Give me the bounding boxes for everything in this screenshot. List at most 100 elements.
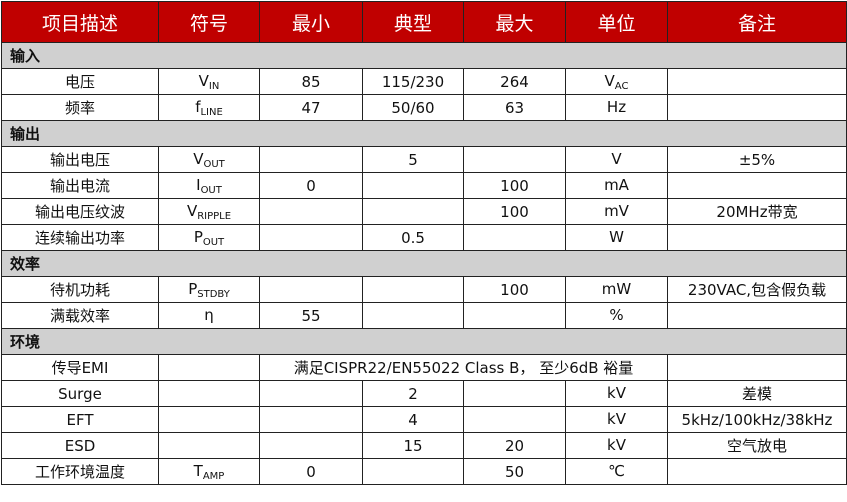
section-row: 环境 — [1, 328, 847, 355]
symbol-cell-subscript: OUT — [203, 158, 225, 170]
typ-cell: 5 — [362, 146, 464, 173]
unit-cell-text: mW — [601, 279, 632, 298]
unit-cell-text: kV — [607, 435, 626, 454]
min-cell — [259, 224, 363, 251]
max-cell: 100 — [463, 276, 566, 303]
min-cell — [259, 380, 363, 407]
note-cell: 20MHz带宽 — [667, 198, 847, 225]
max-cell — [463, 406, 566, 433]
typ-cell — [362, 276, 464, 303]
min-cell — [259, 198, 363, 225]
note-cell: 空气放电 — [667, 432, 847, 459]
unit-cell-subscript: AC — [614, 80, 629, 92]
desc-cell: 连续输出功率 — [1, 224, 159, 251]
unit-cell: VAC — [565, 68, 668, 95]
typ-cell — [362, 458, 464, 485]
note-cell: 差模 — [667, 380, 847, 407]
symbol-cell — [158, 380, 260, 407]
symbol-cell-text: T — [193, 461, 203, 480]
note-cell: 230VAC,包含假负载 — [667, 276, 847, 303]
desc-cell: ESD — [1, 432, 159, 459]
note-cell — [667, 68, 847, 95]
max-cell — [463, 146, 566, 173]
unit-cell-text: mA — [604, 175, 629, 194]
typ-cell: 4 — [362, 406, 464, 433]
typ-cell: 115/230 — [362, 68, 464, 95]
table-row: 传导EMI 满足CISPR22/EN55022 Class B， 至少6dB 裕量 — [1, 354, 847, 381]
unit-cell: V — [565, 146, 668, 173]
min-cell: 85 — [259, 68, 363, 95]
unit-cell-text: Hz — [606, 97, 627, 116]
typ-cell: 50/60 — [362, 94, 464, 121]
max-cell: 50 — [463, 458, 566, 485]
header-max: 最大 — [463, 1, 566, 43]
symbol-cell: VOUT — [158, 146, 260, 173]
header-min: 最小 — [259, 1, 363, 43]
table-row: 待机功耗 PSTDBY 100 mW 230VAC,包含假负载 — [1, 276, 847, 303]
unit-cell: % — [565, 302, 668, 329]
symbol-cell-subscript: RIPPLE — [197, 210, 232, 222]
table-row: EFT 4 kV 5kHz/100kHz/38kHz — [1, 406, 847, 433]
unit-cell-text: W — [609, 227, 624, 246]
note-cell — [667, 302, 847, 329]
table-row: 输出电流 IOUT 0 100 mA — [1, 172, 847, 199]
unit-cell-text: kV — [607, 409, 626, 428]
symbol-cell-text: P — [193, 227, 203, 246]
table-row: 连续输出功率 POUT 0.5 W — [1, 224, 847, 251]
symbol-cell-subscript: STDBY — [197, 288, 230, 300]
unit-cell: mA — [565, 172, 668, 199]
symbol-cell — [158, 354, 260, 381]
desc-cell: 电压 — [1, 68, 159, 95]
symbol-cell — [158, 406, 260, 433]
symbol-cell-text: η — [204, 305, 214, 324]
symbol-cell-subscript: OUT — [202, 236, 225, 248]
header-desc: 项目描述 — [1, 1, 159, 43]
section-row: 输出 — [1, 120, 847, 147]
symbol-cell: POUT — [158, 224, 260, 251]
symbol-cell: TAMP — [158, 458, 260, 485]
symbol-cell-text: P — [188, 279, 198, 298]
note-cell — [667, 172, 847, 199]
desc-cell: 传导EMI — [1, 354, 159, 381]
unit-cell-text: mV — [604, 201, 629, 220]
symbol-cell: VRIPPLE — [158, 198, 260, 225]
symbol-cell: IOUT — [158, 172, 260, 199]
header-note: 备注 — [667, 1, 847, 43]
symbol-cell-text: V — [193, 149, 204, 168]
symbol-cell-subscript: LINE — [200, 106, 223, 118]
desc-cell: 工作环境温度 — [1, 458, 159, 485]
desc-cell: 输出电压纹波 — [1, 198, 159, 225]
unit-cell: kV — [565, 432, 668, 459]
unit-cell: Hz — [565, 94, 668, 121]
min-cell: 0 — [259, 458, 363, 485]
table-row: 满载效率 η 55% — [1, 302, 847, 329]
section-title: 环境 — [1, 328, 847, 355]
section-title: 效率 — [1, 250, 847, 277]
desc-cell: 满载效率 — [1, 302, 159, 329]
unit-cell: kV — [565, 380, 668, 407]
min-cell — [259, 276, 363, 303]
desc-cell: Surge — [1, 380, 159, 407]
min-cell — [259, 406, 363, 433]
unit-cell: mW — [565, 276, 668, 303]
unit-cell-text: kV — [607, 383, 626, 402]
merged-cell: 满足CISPR22/EN55022 Class B， 至少6dB 裕量 — [259, 354, 668, 381]
max-cell: 63 — [463, 94, 566, 121]
min-cell — [259, 432, 363, 459]
table-row: ESD 15 20 kV 空气放电 — [1, 432, 847, 459]
typ-cell: 15 — [362, 432, 464, 459]
desc-cell: EFT — [1, 406, 159, 433]
unit-cell: ℃ — [565, 458, 668, 485]
typ-cell: 0.5 — [362, 224, 464, 251]
header-symbol: 符号 — [158, 1, 260, 43]
min-cell: 47 — [259, 94, 363, 121]
section-row: 输入 — [1, 42, 847, 69]
symbol-cell-text: V — [186, 201, 198, 220]
desc-cell: 输出电流 — [1, 172, 159, 199]
note-cell — [667, 458, 847, 485]
table-row: Surge 2 kV 差模 — [1, 380, 847, 407]
symbol-cell-text: f — [195, 97, 201, 116]
symbol-cell — [158, 432, 260, 459]
note-cell — [667, 354, 847, 381]
symbol-cell-text: V — [198, 71, 209, 90]
